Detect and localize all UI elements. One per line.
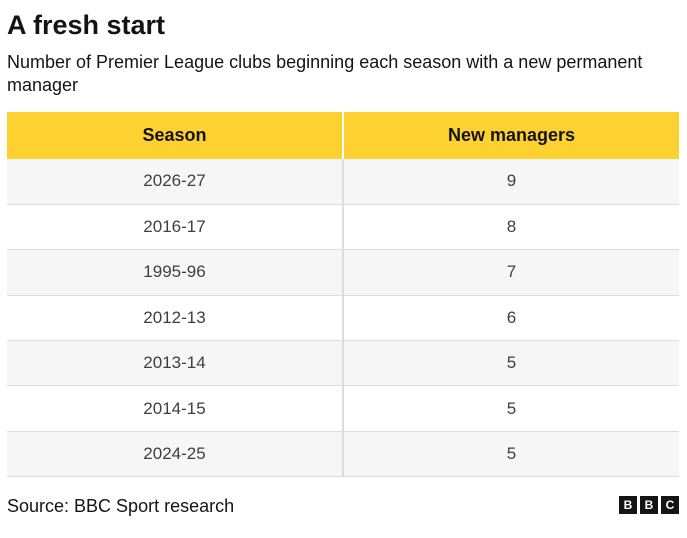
- chart-subtitle: Number of Premier League clubs beginning…: [7, 52, 643, 95]
- table-header-row: Season New managers: [7, 112, 679, 159]
- bbc-logo: B B C: [619, 496, 679, 514]
- bbc-logo-block: B: [619, 496, 637, 514]
- bbc-logo-block: B: [640, 496, 658, 514]
- table-body: 2026-27 9 2016-17 8 1995-96 7 2012-13 6 2013-14 5…: [7, 159, 679, 478]
- chart-title: A fresh start: [7, 10, 166, 40]
- cell-season: 1995-96: [7, 249, 344, 296]
- data-table: Season New managers 2026-27 9 2016-17 8 1995…: [7, 112, 679, 478]
- table-row: 2024-25 5: [7, 431, 679, 478]
- cell-season: 2013-14: [7, 340, 344, 387]
- cell-new-managers: 7: [343, 249, 679, 296]
- cell-new-managers: 8: [343, 204, 679, 251]
- cell-season: 2014-15: [7, 385, 344, 432]
- bbc-logo-block: C: [661, 496, 679, 514]
- table-row: 2016-17 8: [7, 204, 679, 251]
- cell-new-managers: 6: [343, 295, 679, 342]
- table-row: 2013-14 5: [7, 340, 679, 387]
- column-header-new-managers: New managers: [343, 112, 679, 159]
- table-row: 1995-96 7: [7, 249, 679, 296]
- cell-new-managers: 5: [343, 431, 679, 478]
- cell-season: 2012-13: [7, 295, 344, 342]
- cell-new-managers: 5: [343, 340, 679, 387]
- cell-season: 2026-27: [7, 159, 344, 205]
- cell-new-managers: 5: [343, 385, 679, 432]
- table-row: 2026-27 9: [7, 159, 679, 205]
- column-header-season: Season: [7, 112, 344, 159]
- table-row: 2014-15 5: [7, 385, 679, 432]
- cell-season: 2024-25: [7, 431, 344, 478]
- cell-new-managers: 9: [343, 159, 679, 205]
- cell-season: 2016-17: [7, 204, 344, 251]
- table-row: 2012-13 6: [7, 295, 679, 342]
- source-note: Source: BBC Sport research: [7, 496, 235, 516]
